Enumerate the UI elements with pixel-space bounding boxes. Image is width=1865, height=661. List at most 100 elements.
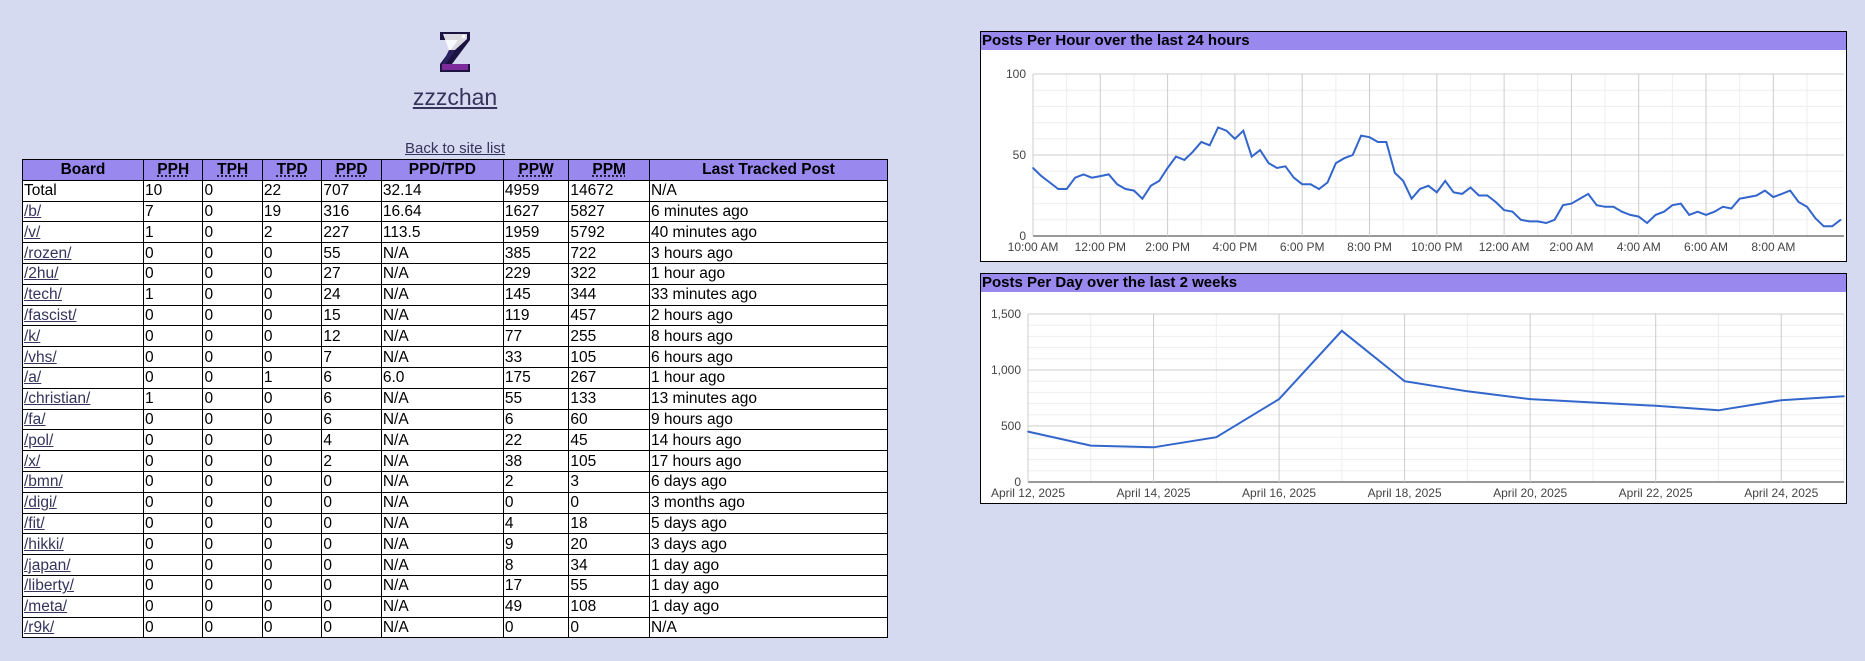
- board-link[interactable]: /japan/: [24, 556, 71, 574]
- data-point: [1688, 214, 1691, 216]
- data-point: [1049, 181, 1051, 184]
- table-cell: 0: [202, 554, 263, 576]
- data-point: [1612, 206, 1615, 208]
- column-header: TPH: [202, 159, 263, 181]
- table-row: /a/0 0 1 6 6.0 175 267 1 hour ago: [22, 366, 889, 389]
- data-point: [1806, 206, 1808, 208]
- data-point: [1789, 189, 1791, 192]
- board-link[interactable]: /k/: [24, 327, 41, 345]
- table-cell: 0: [142, 242, 204, 264]
- table-row: /rozen/0 0 0 55 N/A 385 722 3 hours ago: [22, 242, 889, 264]
- data-point: [1309, 183, 1312, 185]
- board-link[interactable]: /2hu/: [24, 265, 59, 283]
- board-link[interactable]: /fascist/: [24, 306, 77, 324]
- table-cell: 385: [502, 242, 570, 264]
- data-point: [1377, 141, 1379, 143]
- table-cell: 0: [261, 346, 323, 368]
- board-cell: /meta/: [22, 595, 144, 618]
- table-cell: N/A: [380, 616, 504, 639]
- data-point: [1318, 188, 1320, 190]
- table-cell: 145: [502, 283, 570, 306]
- table-cell: 0: [321, 470, 382, 493]
- board-link[interactable]: /a/: [24, 369, 42, 387]
- back-to-site-list-link[interactable]: Back to site list: [404, 140, 506, 157]
- table-cell: 33: [502, 346, 570, 368]
- table-row: /2hu/0 0 0 27 N/A 229 322 1 hour ago: [22, 262, 889, 285]
- x-tick-label: 8:00 AM: [1751, 240, 1795, 254]
- table-cell: 0: [142, 450, 204, 472]
- data-point: [1276, 167, 1278, 169]
- data-point: [1116, 183, 1118, 185]
- data-point: [1755, 194, 1758, 197]
- table-cell: 0: [202, 283, 263, 306]
- table-cell: 6 days ago: [648, 470, 889, 493]
- table-cell: 0: [202, 346, 263, 368]
- boards-table: Board PPH TPH TPD PPD PPD/TPD PPW PPM Last Track…: [22, 159, 889, 639]
- data-point: [1368, 136, 1371, 138]
- board-link[interactable]: /fa/: [24, 410, 46, 428]
- posts-per-day-chart: Posts Per Day over the last 2 weeks 0 500…: [980, 273, 1847, 504]
- board-link[interactable]: /vhs/: [24, 348, 57, 366]
- board-link[interactable]: /x/: [24, 452, 41, 470]
- table-cell: 0: [321, 554, 382, 576]
- board-link[interactable]: /r9k/: [24, 618, 55, 636]
- board-cell: /fa/: [22, 408, 144, 431]
- board-cell: /hikki/: [22, 533, 144, 556]
- x-tick-label: 6:00 AM: [1684, 240, 1728, 254]
- y-tick-label: 500: [1001, 419, 1021, 433]
- table-cell: 0: [261, 512, 323, 535]
- data-point: [1722, 206, 1724, 208]
- data-point: [1149, 184, 1152, 187]
- board-link[interactable]: /b/: [24, 202, 42, 220]
- data-point: [1494, 201, 1497, 203]
- data-point: [1250, 155, 1253, 158]
- board-cell: /fit/: [22, 512, 144, 535]
- board-link[interactable]: /hikki/: [24, 535, 64, 553]
- board-link[interactable]: /fit/: [24, 514, 45, 532]
- table-cell: 105: [568, 450, 650, 472]
- table-cell: 0: [202, 470, 263, 493]
- board-link[interactable]: /rozen/: [24, 244, 72, 262]
- table-cell: N/A: [380, 595, 504, 618]
- table-cell: 17 hours ago: [648, 450, 889, 472]
- data-point: [1419, 188, 1421, 190]
- board-link[interactable]: /christian/: [24, 390, 91, 408]
- table-header-row: Board PPH TPH TPD PPD PPD/TPD PPW PPM Last Track…: [22, 159, 889, 181]
- x-tick-label: 8:00 PM: [1347, 240, 1392, 254]
- board-cell: /b/: [22, 200, 144, 223]
- data-point: [1402, 180, 1404, 182]
- table-cell: 18: [568, 512, 650, 535]
- board-link[interactable]: /liberty/: [24, 577, 74, 595]
- table-cell: 1 hour ago: [648, 366, 889, 389]
- table-row: /bmn/0 0 0 0 N/A 2 3 6 days ago: [22, 470, 889, 493]
- board-link[interactable]: /meta/: [24, 598, 68, 616]
- data-point: [1764, 189, 1766, 192]
- table-cell: N/A: [380, 450, 504, 472]
- board-link[interactable]: /pol/: [24, 431, 54, 449]
- board-link[interactable]: /v/: [24, 223, 41, 241]
- board-link[interactable]: /tech/: [24, 286, 62, 304]
- table-cell: 0: [142, 595, 204, 618]
- board-link[interactable]: /digi/: [24, 494, 57, 512]
- table-cell: N/A: [380, 574, 504, 597]
- table-cell: 1 day ago: [648, 595, 889, 618]
- data-point: [1621, 210, 1623, 213]
- data-point: [1217, 126, 1219, 129]
- board-link[interactable]: /bmn/: [24, 473, 63, 491]
- table-cell: 133: [568, 387, 650, 410]
- data-point: [1452, 191, 1455, 194]
- data-point: [1511, 210, 1514, 213]
- table-row: /tech/1 0 0 24 N/A 145 344 33 minutes ago: [22, 283, 889, 306]
- table-cell: 0: [261, 533, 323, 556]
- data-point: [1234, 138, 1236, 140]
- table-cell: 14672: [568, 179, 650, 202]
- table-cell: Total: [22, 179, 144, 202]
- table-cell: 0: [502, 616, 570, 639]
- table-cell: 4: [502, 512, 570, 535]
- table-cell: 9 hours ago: [648, 408, 889, 431]
- table-row: /digi/0 0 0 0 N/A 0 0 3 months ago: [22, 491, 889, 514]
- table-cell: 0: [568, 616, 650, 639]
- data-point: [1215, 436, 1218, 438]
- table-cell: 229: [502, 262, 570, 285]
- site-name-link[interactable]: zzzchan: [412, 84, 498, 110]
